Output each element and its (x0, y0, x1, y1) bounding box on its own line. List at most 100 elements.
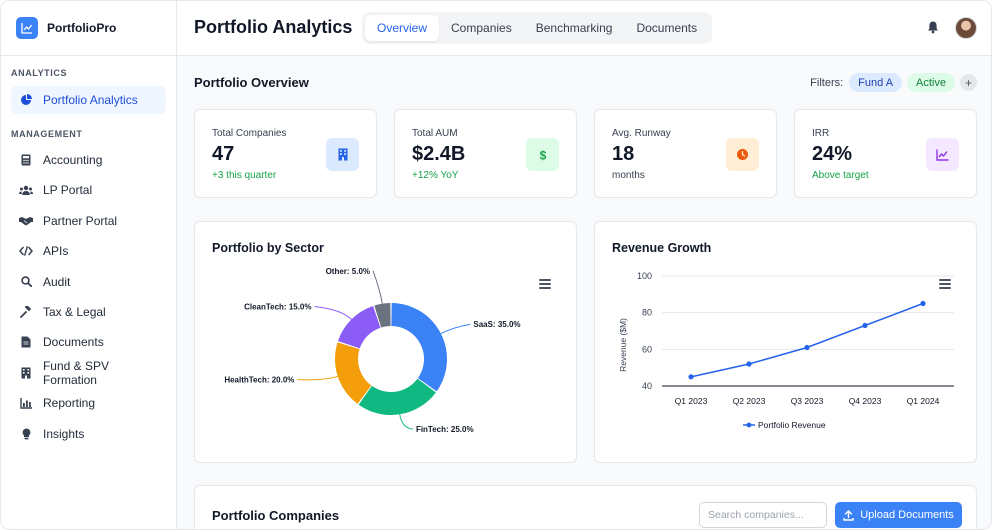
filter-chip-status[interactable]: Active (907, 73, 955, 92)
clock-icon (726, 138, 759, 171)
donut-connector (314, 306, 352, 320)
stat-value: 24% (812, 143, 853, 165)
sidebar-item-apis[interactable]: APIs (11, 237, 166, 265)
bar-chart-icon (19, 396, 33, 410)
sidebar-item-documents[interactable]: Documents (11, 328, 166, 356)
add-filter-button[interactable]: + (960, 74, 977, 91)
sidebar-item-portfolio-analytics[interactable]: Portfolio Analytics (11, 86, 166, 114)
main-content: Portfolio Overview Filters: Fund A Activ… (177, 56, 991, 529)
brand[interactable]: PortfolioPro (1, 1, 176, 56)
donut-label-healthtech: HealthTech: 20.0% (224, 376, 294, 385)
building-icon (326, 138, 359, 171)
file-icon (19, 335, 33, 349)
sidebar-item-label: Partner Portal (43, 213, 118, 228)
x-tick-label: Q1 2023 (675, 396, 708, 406)
sidebar-item-insights[interactable]: Insights (11, 420, 166, 448)
tab-overview[interactable]: Overview (365, 15, 440, 41)
donut-slice-cleantech[interactable] (337, 305, 381, 349)
chart-menu-icon[interactable] (939, 279, 951, 289)
section-title: Portfolio Overview (194, 75, 309, 90)
chart-title: Portfolio by Sector (212, 241, 324, 255)
sidebar-item-audit[interactable]: Audit (11, 268, 166, 296)
y-tick-label: 100 (637, 271, 652, 281)
bell-icon[interactable] (926, 20, 940, 34)
filter-chip-fund[interactable]: Fund A (849, 73, 903, 92)
tab-companies[interactable]: Companies (451, 21, 512, 35)
section-label-analytics: ANALYTICS (11, 68, 68, 78)
companies-card: Portfolio Companies Upload Documents (194, 485, 977, 529)
stat-subtext: +12% YoY (412, 170, 459, 181)
stat-subtext: Above target (812, 170, 869, 181)
filters-label: Filters: (810, 76, 844, 89)
code-icon (19, 244, 33, 258)
page-title: Portfolio Analytics (194, 17, 353, 37)
donut-label-saas: SaaS: 35.0% (473, 320, 520, 329)
building-icon (19, 366, 33, 380)
stat-value: 18 (612, 143, 635, 165)
upload-button-label: Upload Documents (860, 509, 954, 521)
handshake-icon (19, 214, 33, 228)
data-point[interactable] (804, 344, 810, 351)
stat-value: $2.4B (412, 143, 466, 165)
tab-bar: Overview Companies Benchmarking Document… (362, 12, 713, 44)
tab-benchmarking[interactable]: Benchmarking (535, 21, 613, 35)
dollar-icon: $ (526, 138, 559, 171)
chart-card-revenue: Revenue Growth 40 60 80 100 Revenue ($M) Q1 2… (594, 221, 977, 463)
donut-connector (399, 414, 414, 430)
filter-bar: Filters: Fund A Active + (810, 73, 977, 92)
sidebar-item-tax-legal[interactable]: Tax & Legal (11, 298, 166, 326)
users-icon (19, 183, 33, 197)
data-point[interactable] (920, 300, 926, 307)
sidebar-item-label: Insights (43, 426, 85, 441)
donut-slice-fintech[interactable] (358, 378, 436, 415)
stat-subtext: +3 this quarter (212, 170, 277, 181)
sidebar-item-fund-spv-formation[interactable]: Fund & SPV Formation (11, 359, 166, 387)
x-tick-label: Q1 2024 (907, 396, 940, 406)
donut-slice-healthtech[interactable] (335, 342, 372, 404)
sidebar-item-label: Reporting (43, 396, 96, 411)
donut-connector (372, 270, 383, 304)
stat-label: Total Companies (212, 128, 287, 139)
donut-connector (297, 375, 338, 381)
sidebar-item-accounting[interactable]: Accounting (11, 146, 166, 174)
chart-menu-icon[interactable] (539, 279, 551, 289)
stat-label: IRR (812, 128, 830, 139)
sidebar-item-label: LP Portal (43, 183, 93, 198)
sidebar-item-partner-portal[interactable]: Partner Portal (11, 207, 166, 235)
donut-slice-saas[interactable] (391, 303, 448, 392)
search-input[interactable] (699, 502, 827, 528)
donut-chart: SaaS: 35.0% FinTech: 25.0% HealthTech: 20.… (224, 267, 520, 434)
stat-card-irr: IRR 24% Above target (794, 109, 977, 198)
chart-title: Revenue Growth (612, 241, 712, 255)
lightbulb-icon (19, 427, 33, 441)
stat-subtext: months (612, 170, 645, 181)
series-line (690, 302, 924, 378)
search-icon (19, 275, 33, 289)
x-tick-label: Q3 2023 (791, 396, 824, 406)
x-tick-label: Q2 2023 (733, 396, 766, 406)
data-point[interactable] (862, 322, 868, 329)
sidebar-item-label: Portfolio Analytics (43, 93, 138, 107)
data-point[interactable] (688, 374, 694, 380)
donut-slice-other[interactable] (374, 303, 391, 328)
y-tick-label: 40 (642, 381, 652, 391)
donut-label-fintech: FinTech: 25.0% (416, 425, 474, 434)
line-chart: 40 60 80 100 Revenue ($M) Q1 2023 Q2 2023 Q3 20… (618, 271, 954, 430)
legend-marker (746, 422, 752, 428)
section-label-management: MANAGEMENT (11, 129, 83, 139)
line-chart-icon (926, 138, 959, 171)
stat-label: Avg. Runway (612, 128, 671, 139)
sidebar-item-label: Documents (43, 335, 104, 350)
stat-card-total-aum: Total AUM $2.4B +12% YoY $ (394, 109, 577, 198)
stat-label: Total AUM (412, 128, 458, 139)
chart-card-sector: Portfolio by Sector SaaS: 35.0% FinTech: … (194, 221, 577, 463)
data-point[interactable] (746, 361, 752, 367)
upload-documents-button[interactable]: Upload Documents (835, 502, 962, 528)
donut-label-cleantech: CleanTech: 15.0% (244, 303, 311, 312)
sidebar-item-lp-portal[interactable]: LP Portal (11, 176, 166, 204)
tab-documents[interactable]: Documents (636, 21, 698, 35)
legend-label[interactable]: Portfolio Revenue (758, 420, 826, 430)
sidebar-item-reporting[interactable]: Reporting (11, 389, 166, 417)
avatar[interactable] (955, 17, 977, 39)
